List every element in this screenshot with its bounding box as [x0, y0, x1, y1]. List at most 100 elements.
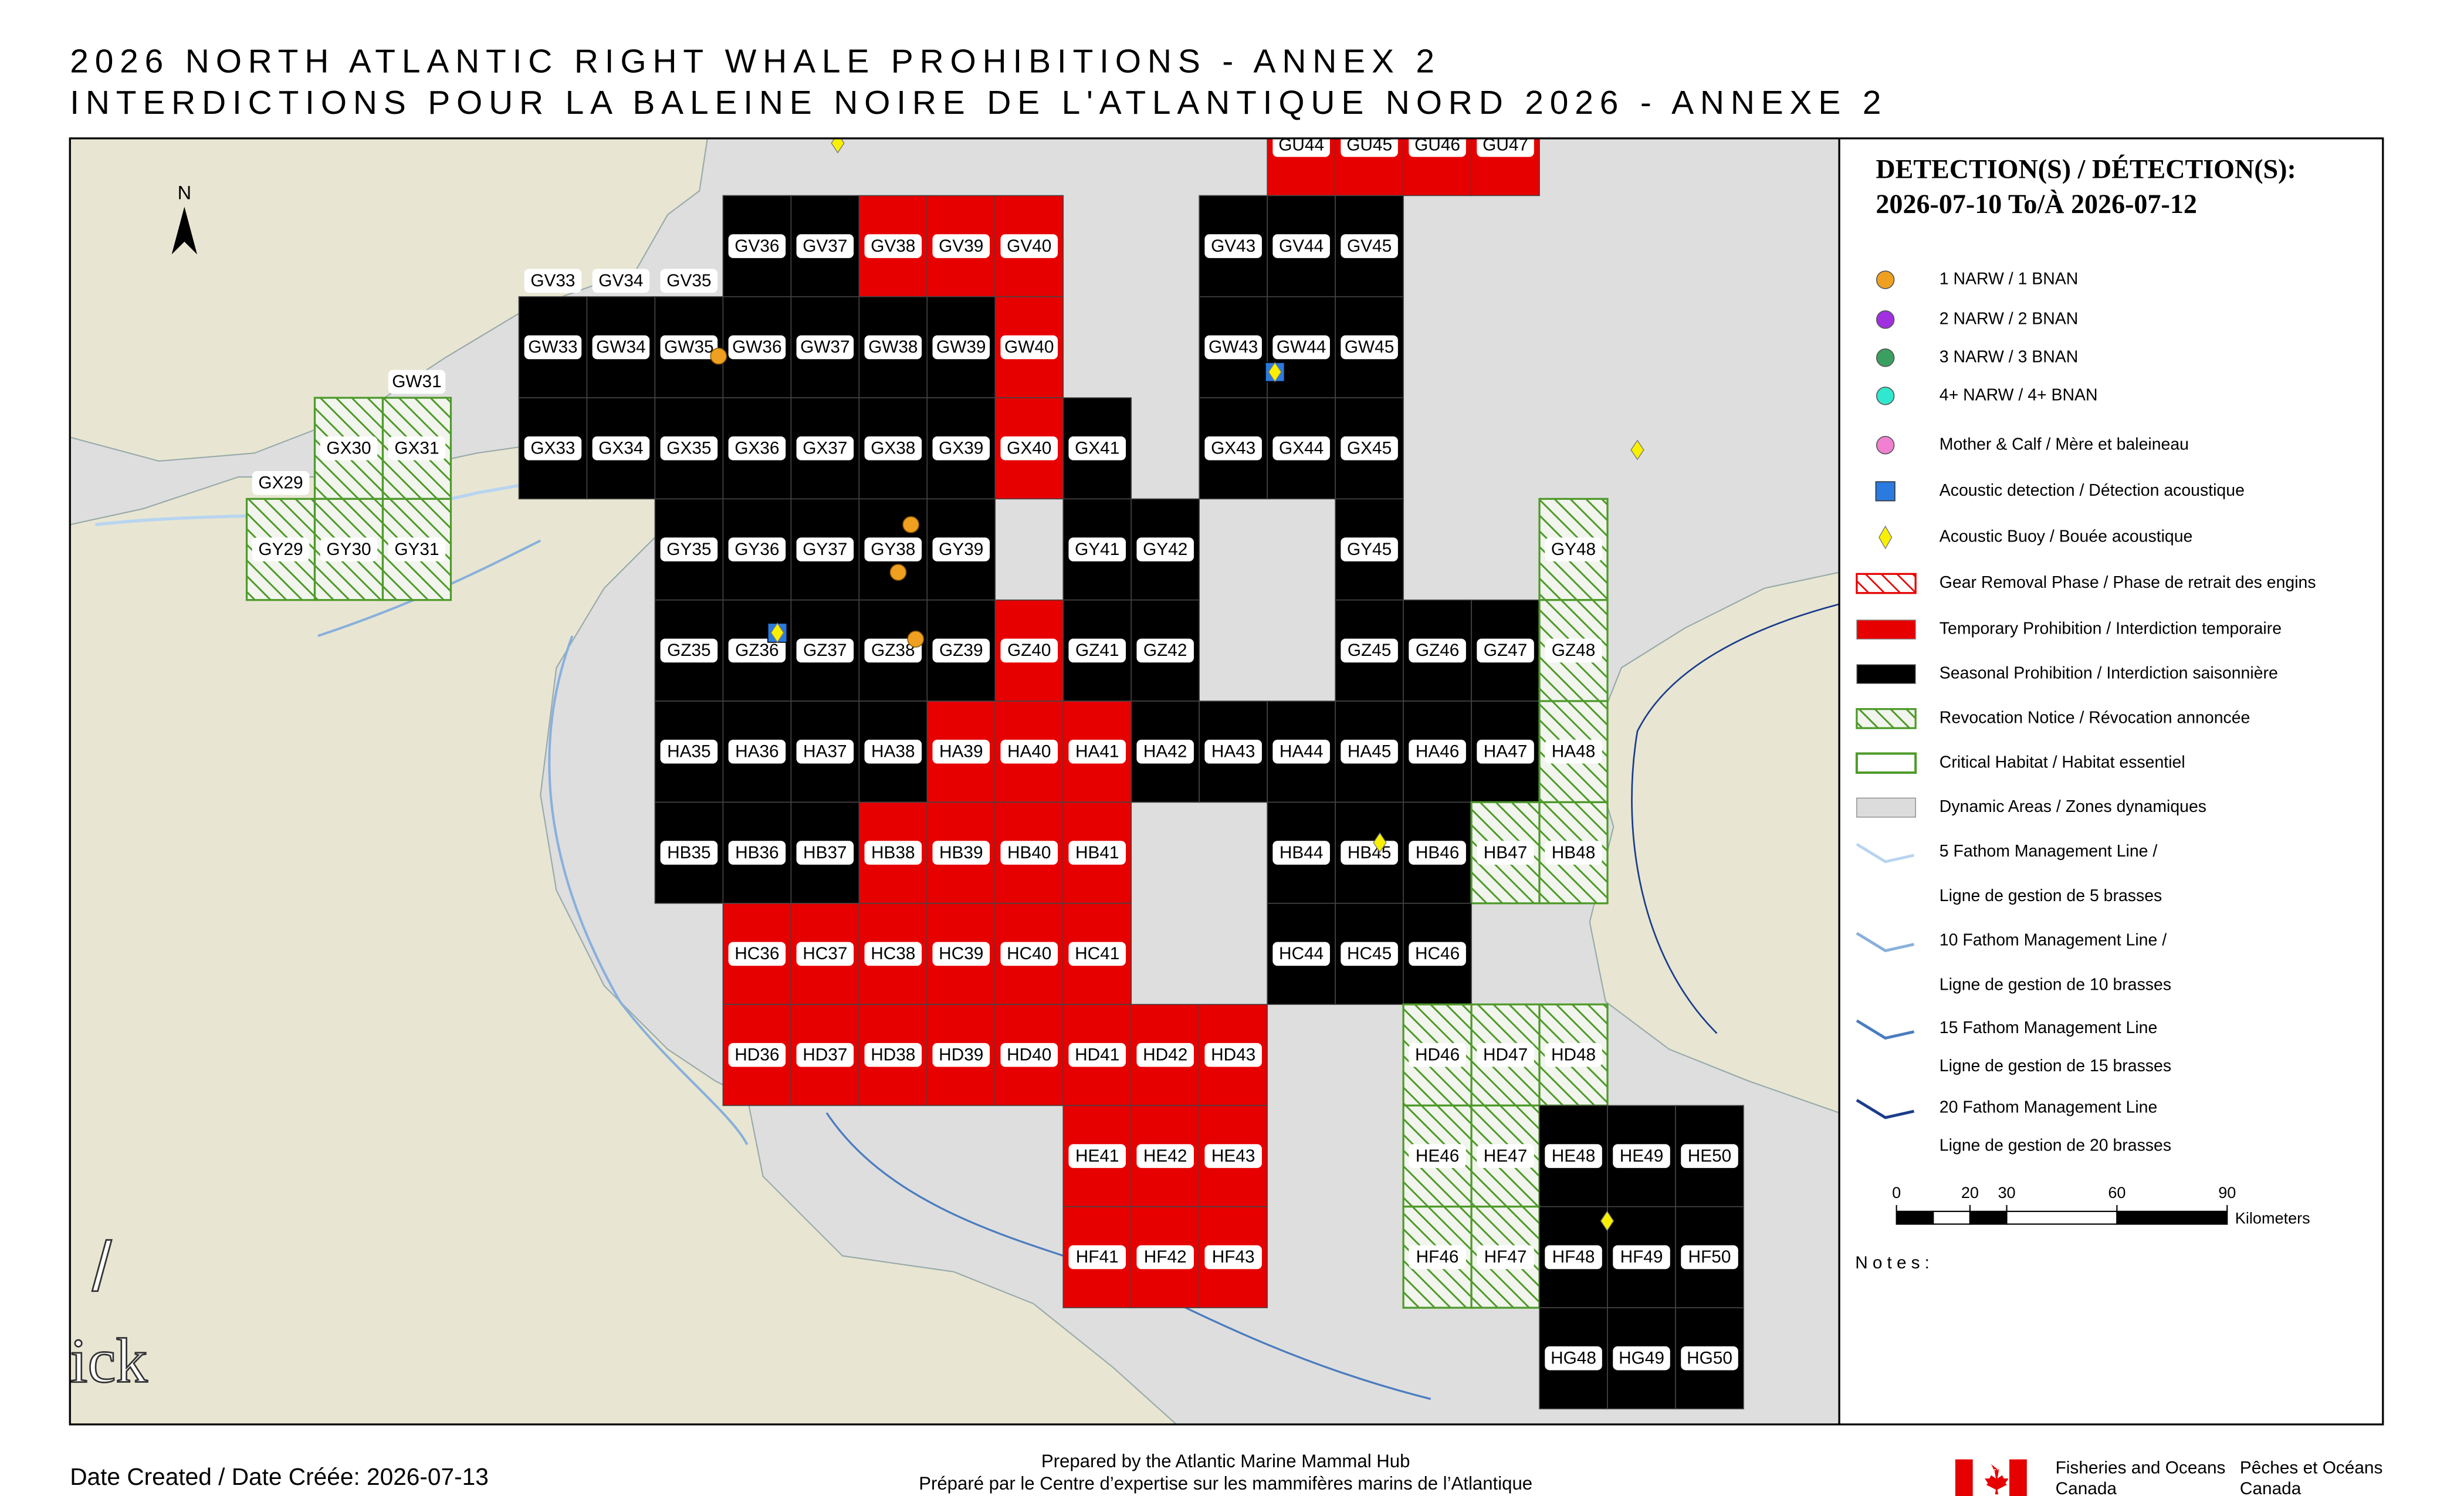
- cell-label: HB40: [1007, 843, 1051, 862]
- acoustic-buoy: [770, 138, 1644, 1231]
- legend-symbol: [1856, 620, 1916, 640]
- cell-label-box: [1409, 841, 1466, 865]
- cell-label-box: [1204, 739, 1262, 764]
- cell-label: GW39: [936, 337, 986, 357]
- cell-label-box: [932, 739, 990, 764]
- cell-label-box: [932, 335, 990, 360]
- cell-label-box: [1477, 841, 1534, 865]
- cell-label: GW40: [1004, 337, 1054, 357]
- cell-label-box: [1409, 739, 1466, 764]
- legend-label: 4+ NARW / 4+ BNAN: [1940, 385, 2098, 404]
- cell-label-box: [320, 436, 378, 461]
- cell-label-box: [1477, 1144, 1534, 1168]
- cell-label-box: [1136, 1245, 1194, 1270]
- cell-label-box: [1341, 739, 1398, 764]
- north-arrow: [171, 207, 197, 255]
- cell-label: HA46: [1416, 742, 1460, 761]
- cell-label: GV36: [735, 236, 779, 256]
- cell-label-box: [1477, 138, 1534, 157]
- cell-label-box: [660, 269, 718, 293]
- cell-label: GW44: [1277, 337, 1326, 357]
- cell-label: GX44: [1279, 438, 1324, 458]
- cell-label: GW43: [1209, 337, 1258, 357]
- cell-label-box: [1000, 942, 1058, 966]
- scale-tick-label: 30: [1998, 1183, 2015, 1201]
- legend-symbol: [1856, 573, 1917, 594]
- cell-label: GY30: [326, 540, 371, 559]
- cell-label-box: [728, 436, 786, 461]
- cell-label-box: [1000, 739, 1058, 764]
- cell-label-box: [796, 739, 854, 764]
- cell-label: GZ40: [1007, 641, 1051, 660]
- legend-symbol: [1856, 708, 1917, 729]
- cell-label-box: [1545, 841, 1602, 865]
- cell-label: GW35: [664, 337, 713, 357]
- fathom-line: [1631, 603, 1840, 1034]
- cell-label-box: [864, 234, 922, 258]
- cell-label-box: [1681, 1346, 1738, 1370]
- cell-label: GX45: [1347, 438, 1392, 458]
- cell-label-box: [796, 638, 854, 663]
- cell-label: HB47: [1484, 843, 1528, 862]
- legend-label: Mother & Calf / Mère et baleineau: [1940, 435, 2189, 453]
- cell-label-box: [728, 638, 786, 663]
- cell-label: GX30: [326, 438, 371, 458]
- legend-label: Ligne de gestion de 10 brasses: [1940, 976, 2171, 994]
- cell-label: HA41: [1075, 742, 1119, 761]
- cell-label: HA40: [1007, 742, 1051, 761]
- scale-tick-label: 60: [2108, 1183, 2125, 1201]
- cell-label-box: [796, 436, 854, 461]
- cell-label-box: [1000, 638, 1058, 663]
- scale-unit: Kilometers: [2235, 1209, 2310, 1227]
- cell-label-box: [932, 841, 990, 865]
- cell-label-box: [932, 436, 990, 461]
- legend-label: Temporary Prohibition / Interdiction tem…: [1940, 620, 2282, 638]
- cell-label: GX35: [666, 438, 711, 458]
- subtitle: INTERDICTIONS POUR LA BALEINE NOIRE DE L…: [70, 84, 1887, 121]
- legend-label: 10 Fathom Management Line /: [1940, 931, 2167, 950]
- legend-label: Revocation Notice / Révocation annoncée: [1940, 708, 2250, 727]
- cell-label-box: [728, 234, 786, 258]
- cell-label-box: [1204, 234, 1262, 258]
- cell-label: HA36: [735, 742, 779, 761]
- cell-label-box: [1068, 1043, 1126, 1067]
- cell-label: GV35: [666, 271, 711, 290]
- cell-label-box: [252, 537, 310, 561]
- cell-label: HD36: [735, 1045, 779, 1064]
- cell-label: HC40: [1007, 944, 1051, 963]
- cell-label: GW33: [528, 337, 577, 357]
- cell-label-box: [796, 841, 854, 865]
- cell-label-box: [1681, 1144, 1738, 1168]
- detection: [907, 631, 925, 648]
- dept-en: Fisheries and Oceans: [2056, 1458, 2226, 1478]
- cell-label: HC41: [1075, 944, 1119, 963]
- cell-label-box: [1545, 1144, 1602, 1168]
- cell-label-box: [1613, 1245, 1670, 1270]
- legend-label: Ligne de gestion de 15 brasses: [1940, 1057, 2171, 1075]
- cell-label-box: [932, 942, 990, 966]
- cell-label: HF42: [1144, 1247, 1187, 1267]
- cell-label-box: [1204, 1043, 1262, 1067]
- cell-label: HD41: [1075, 1045, 1119, 1064]
- cell-label-box: [796, 1043, 854, 1067]
- cell-label-box: [1477, 1043, 1534, 1067]
- north-label: N: [178, 182, 191, 203]
- scale-segment: [1969, 1210, 2008, 1225]
- cell-label-box: [728, 537, 786, 561]
- cell-label: GX37: [803, 438, 847, 458]
- cell-label-box: [1272, 942, 1330, 966]
- cell-label-box: [796, 335, 854, 360]
- place-label: ick: [70, 1325, 148, 1396]
- cell-label: GZ39: [939, 641, 983, 660]
- cell-label-box: [1341, 436, 1398, 461]
- land: [70, 138, 708, 462]
- detection: [902, 516, 920, 533]
- cell-label: HD43: [1211, 1045, 1255, 1064]
- cell-label: HD47: [1483, 1045, 1528, 1064]
- cell-label: HB48: [1552, 843, 1596, 862]
- cell-label: HD48: [1551, 1045, 1596, 1064]
- cell-label: GW34: [596, 337, 645, 357]
- cell-label: HF41: [1076, 1247, 1119, 1267]
- cell-label-box: [864, 638, 922, 663]
